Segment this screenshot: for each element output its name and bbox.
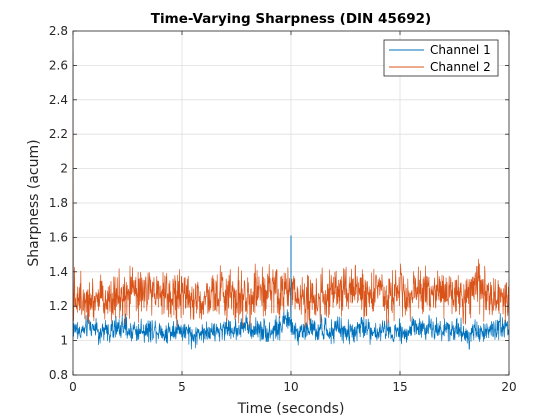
x-tick-label: 20	[501, 380, 516, 394]
y-tick-label: 2	[60, 162, 68, 176]
axis-ticks: 0.8 1 1.2 1.4 1.6 1.8 2 2.2 2.4 2.6 2.8 0 5 10 15 20	[49, 24, 517, 394]
x-tick-label: 10	[283, 380, 298, 394]
series-layer	[73, 51, 509, 350]
y-tick-label: 2.6	[49, 58, 68, 72]
x-tick-label: 15	[392, 380, 407, 394]
y-tick-label: 1.2	[49, 299, 68, 313]
y-tick-label: 1.6	[49, 230, 68, 244]
y-tick-label: 2.4	[49, 93, 68, 107]
y-tick-label: 1.8	[49, 196, 68, 210]
y-axis-title: Sharpness (acum)	[26, 139, 42, 266]
x-tick-label: 5	[178, 380, 186, 394]
x-axis-title: Time (seconds)	[237, 401, 345, 417]
legend-box	[383, 39, 499, 77]
y-tick-label: 1	[60, 334, 68, 348]
legend-label-channel-1: Channel 1	[430, 43, 491, 57]
y-tick-label: 2.8	[49, 24, 68, 38]
y-tick-label: 1.4	[49, 265, 68, 279]
x-tick-label: 0	[69, 380, 77, 394]
y-tick-label: 0.8	[49, 368, 68, 382]
legend: Channel 1 Channel 2	[383, 39, 499, 77]
y-tick-label: 2.2	[49, 127, 68, 141]
legend-label-channel-2: Channel 2	[430, 60, 491, 74]
chart-title: Time-Varying Sharpness (DIN 45692)	[151, 11, 431, 27]
